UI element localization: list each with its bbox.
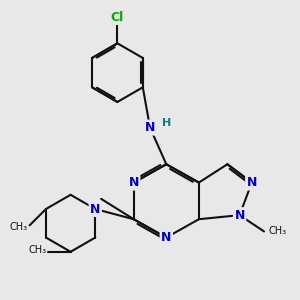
Text: CH₃: CH₃ xyxy=(28,245,46,255)
Text: N: N xyxy=(247,176,257,189)
Text: Cl: Cl xyxy=(111,11,124,24)
Text: H: H xyxy=(162,118,172,128)
Text: N: N xyxy=(161,231,172,244)
Text: CH₃: CH₃ xyxy=(269,226,287,236)
Text: N: N xyxy=(145,121,155,134)
Text: N: N xyxy=(234,208,245,222)
Text: N: N xyxy=(90,202,101,215)
Text: CH₃: CH₃ xyxy=(10,222,28,233)
Text: N: N xyxy=(128,176,139,189)
